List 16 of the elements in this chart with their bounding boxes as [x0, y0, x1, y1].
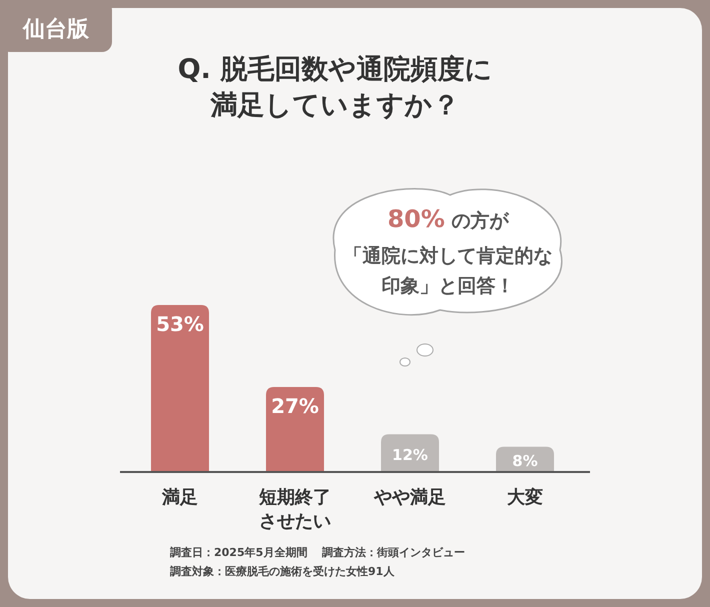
data-label: 27% — [271, 394, 319, 418]
x-tick-label: やや満足 — [373, 487, 446, 508]
x-tick-label: 短期終了させたい — [258, 487, 331, 532]
annotation: 印象」と回答！ — [382, 275, 514, 297]
annotation: 「通院に対して肯定的な — [344, 245, 552, 267]
data-label: 8% — [512, 452, 538, 470]
annotation: 調査方法：街頭インタビュー — [322, 546, 465, 559]
data-label: 53% — [156, 312, 204, 336]
x-tick-label: 大変 — [506, 487, 543, 508]
data-label: 12% — [392, 446, 428, 464]
x-tick-label: 満足 — [161, 487, 198, 508]
annotation: 調査対象：医療脱毛の施術を受けた女性91人 — [170, 565, 394, 578]
title: Q. 脱毛回数や通院頻度に満足していますか？ — [178, 54, 492, 121]
annotation: 調査日：2025年5月全期間 — [170, 546, 308, 559]
subtitle: 仙台版 — [23, 17, 89, 42]
annotation: 80% の方が — [387, 205, 509, 233]
